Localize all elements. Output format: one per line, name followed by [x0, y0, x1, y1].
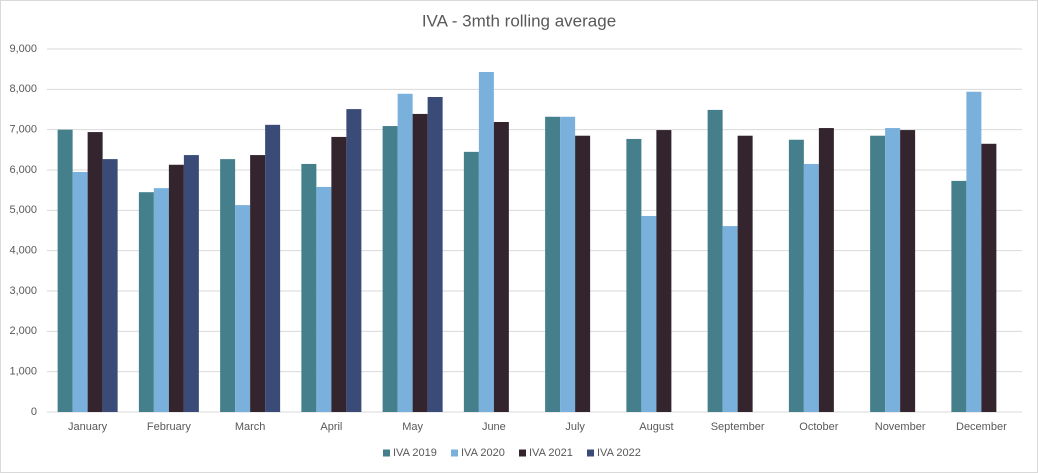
x-tick-label: August: [639, 421, 673, 433]
bar: [427, 96, 443, 412]
y-tick-label: 5,000: [9, 204, 37, 216]
x-tick-label: May: [402, 421, 423, 433]
bar: [478, 71, 494, 413]
x-tick-label: June: [482, 421, 506, 433]
bar: [560, 116, 576, 412]
y-tick-label: 4,000: [9, 245, 37, 257]
bar: [265, 124, 281, 413]
bar: [87, 132, 103, 412]
bar: [656, 130, 672, 412]
bar: [183, 155, 199, 412]
y-tick-label: 9,000: [9, 43, 37, 55]
bar: [168, 164, 184, 412]
bar: [382, 126, 398, 412]
bar: [737, 135, 753, 412]
bar: [316, 186, 332, 412]
bar: [722, 226, 738, 412]
x-tick-label: July: [565, 421, 585, 433]
legend-label: IVA 2021: [529, 447, 573, 459]
legend-swatch: [383, 449, 390, 457]
y-tick-label: 0: [31, 406, 37, 418]
bar: [626, 138, 642, 412]
x-tick-label: October: [799, 421, 838, 433]
bar: [575, 135, 591, 412]
bar: [545, 116, 561, 412]
bar: [235, 205, 251, 412]
bar: [72, 172, 88, 412]
bar: [981, 143, 997, 413]
bar: [397, 93, 413, 413]
y-tick-label: 7,000: [9, 124, 37, 136]
legend-swatch: [451, 449, 458, 457]
bar: [885, 128, 901, 412]
bar: [493, 122, 509, 413]
bar: [331, 136, 347, 412]
y-tick-label: 8,000: [9, 83, 37, 95]
bar: [951, 180, 967, 412]
bar: [412, 113, 428, 412]
x-tick-label: March: [235, 421, 266, 433]
bar: [900, 130, 916, 412]
bar: [463, 151, 479, 412]
bar: [641, 215, 657, 412]
x-tick-label: December: [956, 421, 1007, 433]
bar: [870, 135, 886, 412]
bar: [57, 129, 73, 412]
y-tick-label: 3,000: [9, 285, 37, 297]
x-tick-label: January: [68, 421, 108, 433]
x-tick-label: November: [875, 421, 926, 433]
bar: [250, 155, 266, 412]
bar: [707, 109, 723, 413]
legend-swatch: [519, 449, 526, 457]
bar: [966, 91, 982, 413]
bar: [818, 128, 834, 412]
legend-label: IVA 2020: [461, 447, 505, 459]
legend-label: IVA 2019: [393, 447, 437, 459]
bar: [346, 109, 362, 412]
chart-title: IVA - 3mth rolling average: [422, 11, 616, 30]
bar: [138, 192, 154, 412]
bar: [803, 163, 819, 412]
legend-label: IVA 2022: [597, 447, 641, 459]
legend-swatch: [587, 449, 594, 457]
x-tick-label: September: [711, 421, 765, 433]
y-tick-label: 1,000: [9, 366, 37, 378]
bar: [301, 163, 317, 412]
bar: [153, 188, 169, 412]
bar: [220, 159, 236, 412]
bar: [788, 139, 804, 412]
bar: [102, 159, 118, 412]
y-tick-label: 6,000: [9, 164, 37, 176]
x-tick-label: February: [147, 421, 192, 433]
x-tick-label: April: [320, 421, 342, 433]
y-tick-label: 2,000: [9, 325, 37, 337]
